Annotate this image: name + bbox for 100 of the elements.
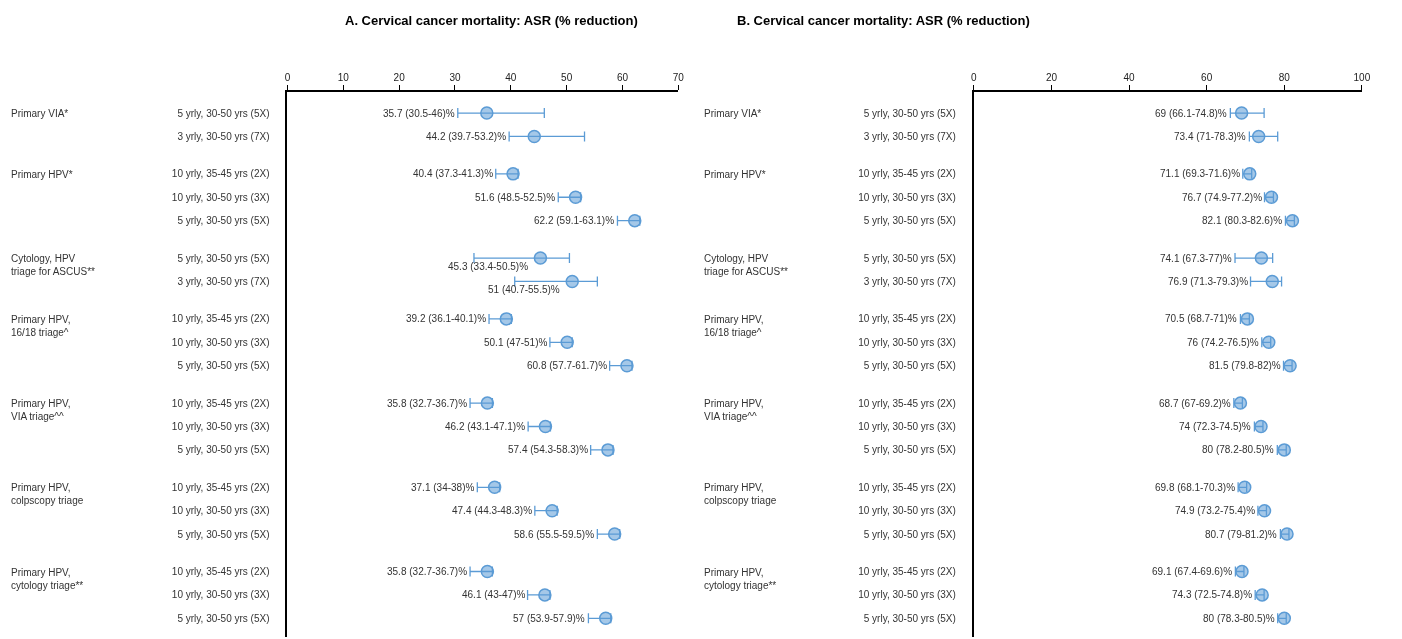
data-label: 60.8 (57.7-61.7)% (527, 360, 608, 371)
data-label: 76.7 (74.9-77.2)% (1182, 192, 1263, 203)
y-tick-label: 10 yrly, 30-50 yrs (3X) (858, 336, 956, 348)
y-tick-label: 10 yrly, 30-50 yrs (3X) (171, 505, 270, 517)
data-label: 76 (74.2-76.5)% (1187, 337, 1259, 348)
text: Cytology, HPV triage for ASCUS** (704, 253, 789, 277)
data-label: 46.1 (43-47)% (462, 589, 526, 600)
y-tick-label: 5 yrly, 30-50 yrs (5X) (177, 360, 270, 372)
text: Primary VIA* (11, 108, 69, 119)
y-tick-label: 10 yrly, 35-45 yrs (2X) (171, 313, 270, 325)
y-tick-label: 5 yrly, 30-50 yrs (5X) (177, 612, 270, 624)
text: Primary HPV, cytology triage** (704, 567, 777, 591)
data-label: 80 (78.2-80.5)% (1202, 444, 1274, 455)
x-tick-label: 20 (1045, 72, 1058, 83)
data-label: 62.2 (59.1-63.1)% (534, 215, 615, 226)
x-tick-label: 70 (672, 72, 685, 83)
data-label: 80 (78.3-80.5)% (1203, 613, 1275, 624)
text: Primary HPV, VIA triage^^ (704, 398, 764, 422)
data-label: 35.8 (32.7-36.7)% (387, 566, 468, 577)
text: Primary HPV, colpscopy triage (704, 482, 777, 506)
data-label: 81.5 (79.8-82)% (1209, 360, 1281, 371)
y-tick-label: 5 yrly, 30-50 yrs (5X) (863, 252, 956, 264)
data-label: 69.1 (67.4-69.6)% (1152, 566, 1233, 577)
data-label: 74.1 (67.3-77)% (1160, 253, 1232, 264)
y-tick-label: 5 yrly, 30-50 yrs (5X) (177, 444, 270, 456)
y-tick-label: 10 yrly, 35-45 yrs (2X) (171, 168, 270, 180)
data-label: 76.9 (71.3-79.3)% (1168, 276, 1249, 287)
data-label: 71.1 (69.3-71.6)% (1160, 168, 1241, 179)
data-label: 58.6 (55.5-59.5)% (514, 529, 595, 540)
x-tick-label: 60 (1201, 72, 1213, 83)
data-label: 37.1 (34-38)% (411, 482, 475, 493)
data-label: 51 (40.7-55.5)% (488, 284, 560, 295)
text: Primary HPV, 16/18 triage^ (11, 314, 71, 338)
x-tick-label: 100 (1353, 72, 1371, 83)
data-label: 73.4 (71-78.3)% (1174, 131, 1246, 142)
text: Primary HPV, cytology triage** (11, 567, 84, 591)
y-tick-label: 3 yrly, 30-50 yrs (7X) (177, 130, 270, 142)
y-tick-label: 5 yrly, 30-50 yrs (5X) (177, 252, 270, 264)
data-label: 69 (66.1-74.8)% (1155, 108, 1227, 119)
y-tick-label: 10 yrly, 30-50 yrs (3X) (858, 589, 956, 601)
text: Cytology, HPV triage for ASCUS** (11, 253, 96, 277)
data-label: 51.6 (48.5-52.5)% (475, 192, 556, 203)
y-tick-label: 3 yrly, 30-50 yrs (7X) (863, 275, 956, 287)
y-tick-label: 5 yrly, 30-50 yrs (5X) (177, 215, 270, 227)
data-label: 69.8 (68.1-70.3)% (1155, 482, 1236, 493)
y-tick-label: 10 yrly, 30-50 yrs (3X) (171, 420, 270, 432)
x-tick-label: 0 (971, 72, 978, 83)
y-tick-label: 10 yrly, 30-50 yrs (3X) (858, 191, 956, 203)
y-tick-label: 5 yrly, 30-50 yrs (5X) (177, 528, 270, 540)
data-label: 74.3 (72.5-74.8)% (1172, 589, 1253, 600)
data-label: 47.4 (44.3-48.3)% (452, 505, 533, 516)
data-label: 74 (72.3-74.5)% (1179, 421, 1251, 432)
y-tick-label: 10 yrly, 35-45 yrs (2X) (858, 481, 956, 493)
data-label: 80.7 (79-81.2)% (1205, 529, 1277, 540)
data-label: 39.2 (36.1-40.1)% (406, 313, 487, 324)
y-tick-label: 5 yrly, 30-50 yrs (5X) (863, 612, 956, 624)
y-tick-label: 10 yrly, 30-50 yrs (3X) (171, 589, 270, 601)
y-tick-label: 5 yrly, 30-50 yrs (5X) (863, 215, 956, 227)
y-tick-label: 10 yrly, 35-45 yrs (2X) (858, 566, 956, 578)
x-tick-label: 40 (505, 72, 517, 83)
data-label: 57.4 (54.3-58.3)% (508, 444, 589, 455)
data-label: 46.2 (43.1-47.1)% (445, 421, 526, 432)
data-label: 35.8 (32.7-36.7)% (387, 398, 468, 409)
x-tick-label: 10 (337, 72, 350, 83)
data-label: 70.5 (68.7-71)% (1165, 313, 1237, 324)
chart-title: A. Cervical cancer mortality: ASR (% reduction) (345, 13, 638, 28)
y-tick-label: 5 yrly, 30-50 yrs (5X) (863, 107, 956, 119)
text: Primary HPV, colpscopy triage (11, 482, 84, 506)
y-tick-label: 5 yrly, 30-50 yrs (5X) (863, 444, 956, 456)
y-tick-label: 10 yrly, 35-45 yrs (2X) (858, 397, 956, 409)
data-label: 45.3 (33.4-50.5)% (448, 261, 529, 272)
x-tick-label: 30 (449, 72, 461, 83)
y-tick-label: 3 yrly, 30-50 yrs (7X) (177, 275, 270, 287)
x-tick-label: 20 (393, 72, 406, 83)
x-tick-label: 60 (616, 72, 629, 83)
y-tick-label: 10 yrly, 35-45 yrs (2X) (171, 397, 270, 409)
y-tick-label: 5 yrly, 30-50 yrs (5X) (863, 360, 956, 372)
data-label: 35.7 (30.5-46)% (383, 108, 455, 119)
y-tick-label: 10 yrly, 35-45 yrs (2X) (171, 566, 270, 578)
y-tick-label: 10 yrly, 30-50 yrs (3X) (858, 505, 956, 517)
y-tick-label: 5 yrly, 30-50 yrs (5X) (177, 107, 270, 119)
y-tick-label: 10 yrly, 30-50 yrs (3X) (858, 420, 956, 432)
x-tick-label: 80 (1278, 72, 1291, 83)
text: Primary VIA* (704, 108, 762, 119)
x-tick-label: 0 (284, 72, 291, 83)
data-label: 74.9 (73.2-75.4)% (1175, 505, 1256, 516)
text: Primary HPV* (11, 169, 73, 180)
data-label: 50.1 (47-51)% (484, 337, 548, 348)
y-tick-label: 10 yrly, 35-45 yrs (2X) (858, 168, 956, 180)
y-tick-label: 3 yrly, 30-50 yrs (7X) (863, 130, 956, 142)
text: Primary HPV, VIA triage^^ (11, 398, 71, 422)
chart-title: B. Cervical cancer mortality: ASR (% reduction) (737, 13, 1030, 28)
text: Primary HPV* (704, 169, 766, 180)
x-tick-label: 40 (1123, 72, 1136, 83)
y-tick-label: 5 yrly, 30-50 yrs (5X) (863, 528, 956, 540)
data-label: 40.4 (37.3-41.3)% (413, 168, 494, 179)
x-tick-label: 50 (561, 72, 573, 83)
y-tick-label: 10 yrly, 35-45 yrs (2X) (171, 481, 270, 493)
y-tick-label: 10 yrly, 35-45 yrs (2X) (858, 313, 956, 325)
y-tick-label: 10 yrly, 30-50 yrs (3X) (171, 191, 270, 203)
